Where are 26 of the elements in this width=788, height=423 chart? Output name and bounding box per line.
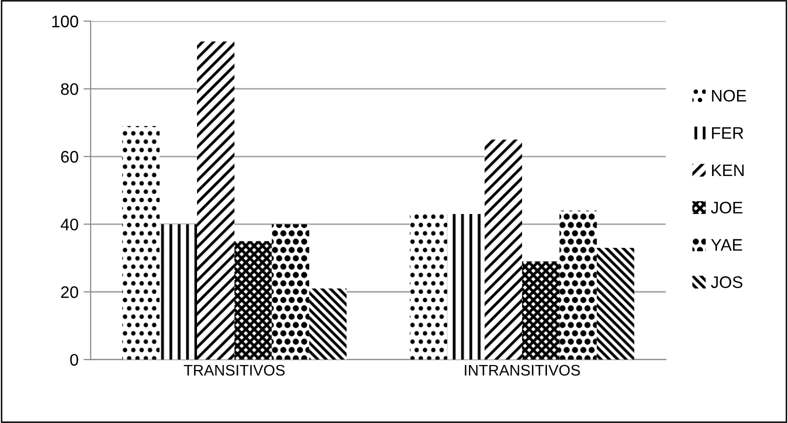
bar (484, 140, 522, 360)
bar (559, 210, 597, 360)
bar (234, 241, 272, 360)
bar (447, 214, 485, 360)
y-tick-label: 100 (52, 16, 78, 28)
x-tick-label: TRANSITIVOS (184, 364, 285, 376)
legend-label: JOS (710, 276, 742, 288)
y-tick-label: 0 (70, 354, 78, 366)
bar (160, 224, 198, 360)
x-tick-label: INTRANSITIVOS (464, 364, 580, 376)
y-tick-label: 40 (60, 218, 78, 230)
bar (410, 210, 448, 360)
bar (596, 248, 634, 360)
y-tick-label: 60 (61, 150, 78, 163)
bar (309, 288, 347, 360)
bar (197, 41, 234, 360)
legend-label: YAE (711, 239, 742, 251)
bar (122, 126, 160, 360)
legend-label: JOE (710, 202, 742, 214)
legend-label: NOE (712, 90, 746, 102)
legend-label: KEN (712, 164, 744, 176)
bar (272, 224, 310, 360)
y-tick-label: 20 (61, 286, 78, 298)
bar (522, 261, 560, 360)
legend-label: FER (712, 127, 744, 139)
y-tick-label: 80 (61, 83, 78, 96)
